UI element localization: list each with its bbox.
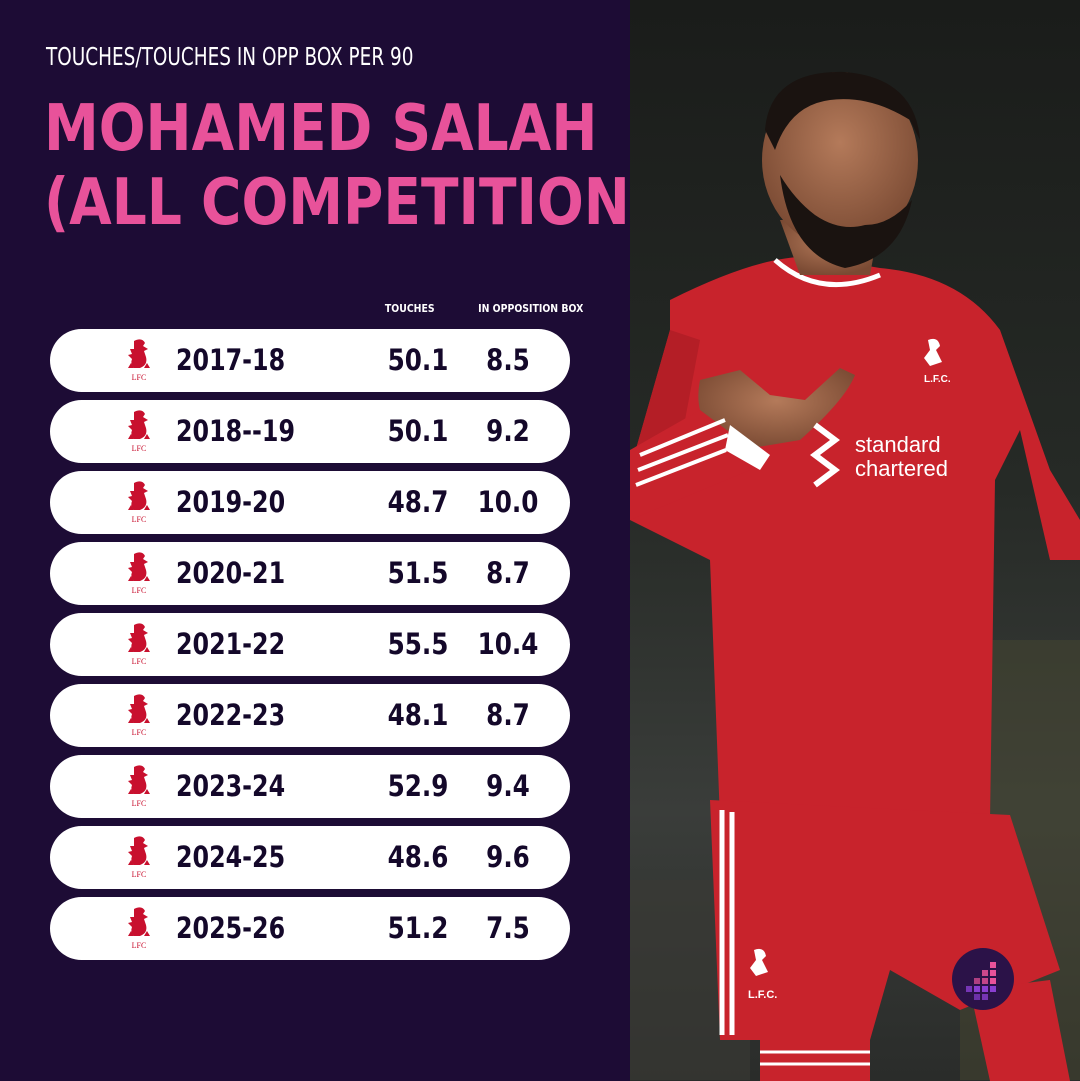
touches-value: 51.5: [387, 556, 449, 590]
season-row: LFC 2018--19 50.1 9.2: [50, 400, 570, 463]
liverbird-crest-icon: LFC: [128, 907, 150, 950]
season-label: 2020-21: [176, 556, 286, 590]
player-photo: standard chartered L.F.C. L.F.C.: [630, 0, 1080, 1081]
season-row: LFC 2022-23 48.1 8.7: [50, 684, 570, 747]
liverbird-crest-icon: LFC: [128, 694, 150, 737]
season-row: LFC 2019-20 48.7 10.0: [50, 471, 570, 534]
opposition-box-value: 7.5: [486, 911, 530, 945]
season-row: LFC 2025-26 51.2 7.5: [50, 897, 570, 960]
crest-label: LFC: [132, 799, 147, 808]
stats-panel: TOUCHES/TOUCHES IN OPP BOX PER 90 MOHAME…: [44, 42, 695, 960]
title-line-1: MOHAMED SALAH: [44, 92, 598, 166]
touches-value: 52.9: [387, 769, 449, 803]
season-row: LFC 2024-25 48.6 9.6: [50, 826, 570, 889]
opposition-box-value: 8.7: [486, 556, 530, 590]
crest-label: LFC: [132, 586, 147, 595]
crest-label: LFC: [132, 657, 147, 666]
svg-text:L.F.C.: L.F.C.: [748, 989, 777, 1001]
crest-label: LFC: [132, 870, 147, 879]
touches-value: 50.1: [387, 414, 449, 448]
graphic-title: MOHAMED SALAH (ALL COMPETITIONS): [44, 92, 695, 240]
column-header-opposition-box: IN OPPOSITION BOX: [478, 302, 584, 315]
touches-value: 48.1: [387, 698, 449, 732]
touches-value: 50.1: [387, 343, 449, 377]
shirt-crest-icon: L.F.C.: [924, 338, 951, 385]
opposition-box-value: 10.4: [477, 627, 539, 661]
touches-value: 55.5: [387, 627, 449, 661]
season-label: 2019-20: [176, 485, 286, 519]
crest-label: LFC: [132, 941, 147, 950]
season-row: LFC 2017-18 50.1 8.5: [50, 329, 570, 392]
liverbird-crest-icon: LFC: [128, 765, 150, 808]
season-label: 2024-25: [176, 840, 286, 874]
opposition-box-value: 9.4: [486, 769, 530, 803]
shirt-sponsor-line1: standard: [855, 432, 941, 457]
season-row: LFC 2023-24 52.9 9.4: [50, 755, 570, 818]
crest-label: LFC: [132, 728, 147, 737]
opposition-box-value: 9.2: [486, 414, 530, 448]
season-label: 2022-23: [176, 698, 286, 732]
player-photo-illustration: standard chartered L.F.C. L.F.C.: [630, 0, 1080, 1081]
crest-label: LFC: [132, 444, 147, 453]
opposition-box-value: 10.0: [477, 485, 539, 519]
opposition-box-value: 9.6: [486, 840, 530, 874]
shirt-sponsor-line2: chartered: [855, 456, 948, 481]
liverbird-crest-icon: LFC: [128, 836, 150, 879]
crest-label: LFC: [132, 373, 147, 382]
title-line-2: (ALL COMPETITIONS): [44, 166, 695, 240]
season-label: 2023-24: [176, 769, 286, 803]
liverbird-crest-icon: LFC: [128, 623, 150, 666]
column-header-touches: TOUCHES: [384, 302, 435, 315]
liverbird-crest-icon: LFC: [128, 552, 150, 595]
crest-label: LFC: [132, 515, 147, 524]
liverbird-crest-icon: LFC: [128, 339, 150, 382]
brand-logo-icon: [952, 948, 1014, 1010]
season-label: 2017-18: [176, 343, 286, 377]
svg-text:L.F.C.: L.F.C.: [924, 374, 951, 385]
season-label: 2025-26: [176, 911, 286, 945]
season-label: 2021-22: [176, 627, 286, 661]
touches-value: 48.7: [387, 485, 449, 519]
liverbird-crest-icon: LFC: [128, 481, 150, 524]
season-row: LFC 2020-21 51.5 8.7: [50, 542, 570, 605]
shorts-crest-icon: L.F.C.: [748, 948, 777, 1001]
graphic-subtitle: TOUCHES/TOUCHES IN OPP BOX PER 90: [46, 42, 414, 71]
opposition-box-value: 8.7: [486, 698, 530, 732]
touches-value: 48.6: [387, 840, 449, 874]
opposition-box-value: 8.5: [486, 343, 530, 377]
season-row: LFC 2021-22 55.5 10.4: [50, 613, 570, 676]
touches-value: 51.2: [387, 911, 449, 945]
liverbird-crest-icon: LFC: [128, 410, 150, 453]
season-label: 2018--19: [176, 414, 296, 448]
